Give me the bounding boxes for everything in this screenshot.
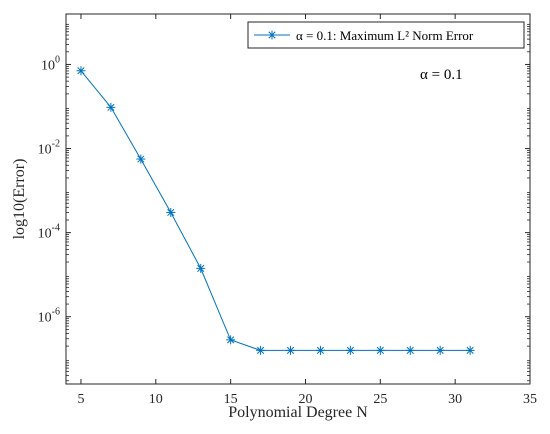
data-point <box>256 345 266 355</box>
alpha-annotation: α = 0.1 <box>420 67 463 83</box>
x-axis-label: Polynomial Degree N <box>228 404 368 421</box>
data-point <box>405 345 415 355</box>
y-tick-label: 100 <box>41 54 60 73</box>
data-point <box>465 345 475 355</box>
data-point <box>226 335 236 345</box>
x-tick-label: 35 <box>523 392 537 407</box>
x-tick-label: 15 <box>224 392 238 407</box>
data-point <box>136 154 146 164</box>
series-line <box>80 70 471 351</box>
y-tick-label: 10-4 <box>38 223 60 242</box>
data-point <box>435 345 445 355</box>
x-tick-label: 30 <box>448 392 462 407</box>
data-point <box>76 66 86 76</box>
legend: α = 0.1: Maximum L² Norm Error <box>247 21 525 49</box>
data-point <box>315 345 325 355</box>
legend-marker-asterisk <box>267 30 277 40</box>
data-point <box>286 345 296 355</box>
x-tick-label: 25 <box>373 392 387 407</box>
data-point <box>166 207 176 217</box>
x-tick-label: 5 <box>77 392 84 407</box>
data-point <box>345 345 355 355</box>
data-point <box>106 102 116 112</box>
data-point <box>196 263 206 273</box>
y-tick-label: 10-2 <box>38 139 60 158</box>
series-layer <box>76 66 475 355</box>
x-tick-label: 10 <box>149 392 163 407</box>
data-point <box>375 345 385 355</box>
ticks: 5 10 15 20 25 30 35 100 10-2 10-4 10-6 <box>38 14 537 407</box>
legend-marker <box>267 30 277 40</box>
x-tick-label: 20 <box>298 392 312 407</box>
legend-box <box>247 21 525 49</box>
legend-label: α = 0.1: Maximum L² Norm Error <box>296 28 474 43</box>
y-axis-label: log10(Error) <box>11 159 28 240</box>
y-tick-label: 10-6 <box>38 307 60 326</box>
plot-area <box>65 13 531 385</box>
